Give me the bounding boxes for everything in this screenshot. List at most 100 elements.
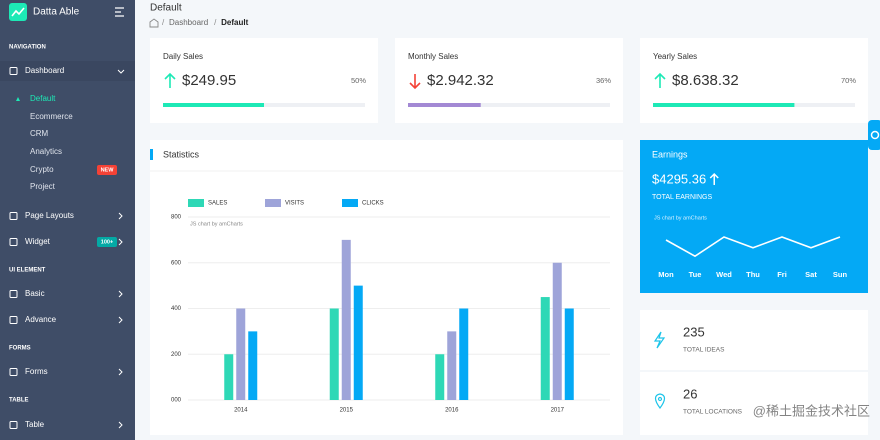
submenu-item[interactable]: Crypto <box>30 165 54 174</box>
menu-icon <box>9 421 18 429</box>
x-tick-label: 2014 <box>234 408 248 414</box>
info-label: TOTAL IDEAS <box>683 347 725 354</box>
menu-icon <box>9 290 18 298</box>
card-percent: 70% <box>841 76 856 85</box>
x-tick-label: Mon <box>658 270 674 279</box>
settings-gear <box>870 130 880 140</box>
card <box>640 310 868 370</box>
bar <box>459 308 469 400</box>
menu-heading: TABLE <box>9 398 29 404</box>
bar <box>564 308 574 400</box>
x-tick-label: Thu <box>746 270 760 279</box>
menu-item[interactable]: Page Layouts <box>25 211 74 220</box>
menu-heading: UI ELEMENT <box>9 268 46 274</box>
pin-icon <box>654 393 666 410</box>
x-tick-label: Tue <box>689 270 702 279</box>
brand: Datta Able <box>33 7 80 18</box>
menu-item[interactable]: Dashboard <box>25 66 64 75</box>
earnings-line <box>665 236 841 258</box>
bar <box>540 297 550 400</box>
trend-arrow <box>654 72 666 88</box>
earnings-value: $4295.36 <box>652 171 706 186</box>
submenu-item[interactable]: Ecommerce <box>30 112 73 121</box>
menu-chevron <box>117 69 125 74</box>
trend-arrow <box>409 74 421 90</box>
bar <box>236 308 246 400</box>
legend-swatch <box>188 199 204 207</box>
card <box>640 38 868 123</box>
info-label: TOTAL LOCATIONS <box>683 409 743 416</box>
title-bar <box>150 149 153 160</box>
breadcrumb-slash: / <box>214 18 217 27</box>
y-tick-label: 600 <box>171 260 182 266</box>
bar <box>353 285 363 400</box>
home-icon <box>149 18 159 28</box>
menu-active-bg <box>0 61 135 81</box>
menu-item[interactable]: Widget <box>25 237 51 246</box>
submenu-item[interactable]: CRM <box>30 129 49 138</box>
trend-arrow <box>164 72 176 88</box>
menu-item[interactable]: Forms <box>25 367 48 376</box>
watermark: @稀土掘金技术社区 <box>753 403 870 418</box>
x-tick-label: 2015 <box>340 408 354 414</box>
legend-label: SALES <box>208 201 227 207</box>
breadcrumb-item[interactable]: Dashboard <box>169 18 208 27</box>
badge-text: 100+ <box>101 239 113 245</box>
submenu-item[interactable]: Default <box>30 94 56 103</box>
y-tick-label: 000 <box>171 398 182 404</box>
active-bullet <box>16 97 20 101</box>
submenu-item[interactable]: Analytics <box>30 147 62 156</box>
breadcrumb-slash: / <box>162 18 165 27</box>
card <box>150 140 623 435</box>
bar <box>447 331 457 400</box>
menu-item[interactable]: Basic <box>25 289 45 298</box>
submenu-item[interactable]: Project <box>30 182 56 191</box>
trend-arrow <box>709 172 719 185</box>
breadcrumb-item: Default <box>221 18 248 27</box>
menu-item[interactable]: Advance <box>25 315 57 324</box>
chart-credit: JS chart by amCharts <box>654 215 707 221</box>
progress-bar <box>408 103 481 107</box>
bar <box>552 262 562 400</box>
settings-tab[interactable] <box>868 120 880 150</box>
card <box>150 38 378 123</box>
menu-chevron <box>118 421 123 429</box>
page-title: Default <box>150 3 182 14</box>
menu-icon <box>9 212 18 220</box>
x-tick-label: 2017 <box>551 408 565 414</box>
bar <box>248 331 258 400</box>
bolt-icon <box>653 331 666 349</box>
x-tick-label: Sat <box>805 270 817 279</box>
earnings-card <box>640 140 868 293</box>
menu-chevron <box>118 238 123 246</box>
menu-chevron <box>118 368 123 376</box>
card-title: Yearly Sales <box>653 52 697 61</box>
info-value: 26 <box>683 386 697 401</box>
progress-bar <box>653 103 795 107</box>
info-value: 235 <box>683 324 705 339</box>
menu-icon <box>9 238 18 246</box>
legend-swatch <box>265 199 281 207</box>
bar <box>435 354 445 400</box>
badge <box>97 165 117 175</box>
chart-credit: JS chart by amCharts <box>190 221 243 227</box>
card-title: Daily Sales <box>163 52 203 61</box>
menu-icon <box>9 368 18 376</box>
x-tick-label: Wed <box>716 270 732 279</box>
x-tick-label: 2016 <box>445 408 459 414</box>
menu-heading: FORMS <box>9 346 31 352</box>
x-tick-label: Sun <box>833 270 848 279</box>
menu-icon <box>9 67 18 75</box>
card-value: $249.95 <box>182 72 236 89</box>
menu-chevron <box>118 316 123 324</box>
card-title: Monthly Sales <box>408 52 458 61</box>
menu-heading: NAVIGATION <box>9 45 46 51</box>
menu-item[interactable]: Table <box>25 420 45 429</box>
y-tick-label: 800 <box>171 215 182 221</box>
card-percent: 36% <box>596 76 611 85</box>
card-value: $2.942.32 <box>427 72 494 89</box>
bar <box>341 239 351 400</box>
badge <box>97 237 117 247</box>
menu-chevron <box>118 290 123 298</box>
